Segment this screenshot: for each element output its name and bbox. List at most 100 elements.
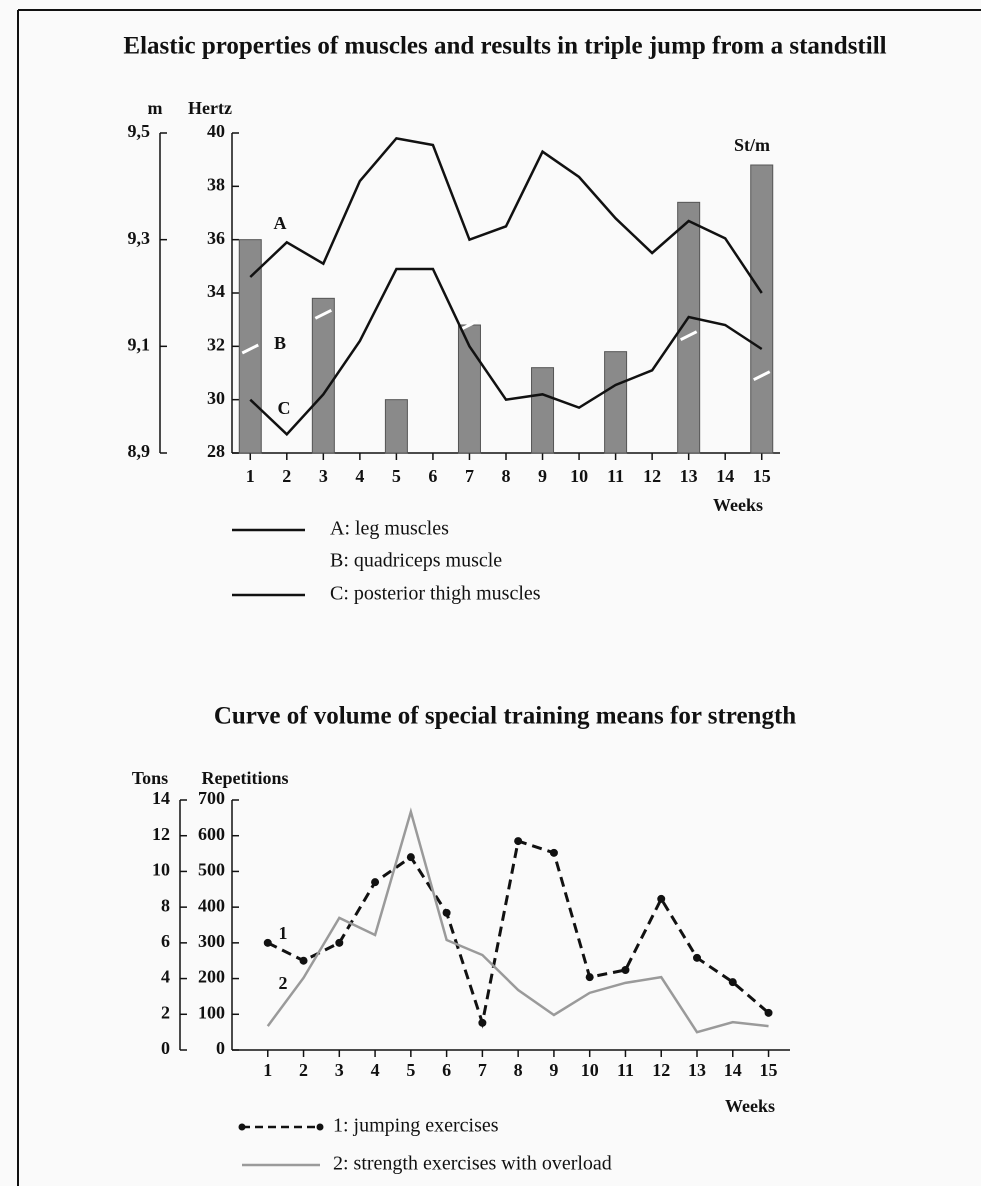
x-tick-label: 6 <box>442 1060 451 1080</box>
legend-label: B: quadriceps muscle <box>330 550 502 572</box>
y-tick-label: 700 <box>198 788 225 808</box>
y-tick-label: 30 <box>207 388 225 408</box>
y-tick-label: 38 <box>207 174 225 194</box>
point <box>314 308 333 320</box>
legend-marker <box>316 1123 324 1131</box>
x-tick-label: 7 <box>478 1060 487 1080</box>
annotation: 1 <box>279 923 288 943</box>
x-axis-title: Weeks <box>713 495 763 515</box>
annotation: St/m <box>734 135 770 155</box>
line <box>249 267 763 437</box>
x-tick-label: 2 <box>299 1060 308 1080</box>
line <box>249 136 763 294</box>
legend-label: 2: strength exercises with overload <box>333 1153 612 1175</box>
marker <box>335 938 344 947</box>
y-tick-label: 600 <box>198 824 225 844</box>
x-tick-label: 8 <box>502 466 511 486</box>
x-axis-title: Weeks <box>725 1096 775 1116</box>
bar <box>384 399 408 454</box>
x-tick-label: 5 <box>406 1060 415 1080</box>
annotation: C <box>278 398 291 418</box>
marker <box>299 956 308 965</box>
x-tick-label: 11 <box>617 1060 634 1080</box>
y-tick-label: 36 <box>207 228 225 248</box>
bar <box>531 367 555 454</box>
y-tick-label: 40 <box>207 121 225 141</box>
bar <box>311 297 335 454</box>
annotation: B <box>274 333 286 353</box>
y2-axis-title: m <box>148 98 163 118</box>
y2-tick-label: 9,1 <box>128 334 151 354</box>
bar <box>238 239 262 454</box>
annotation: A <box>274 213 287 233</box>
y-tick-label: 200 <box>198 967 225 987</box>
marker <box>693 953 701 962</box>
bar <box>604 351 628 454</box>
y2-tick-label: 6 <box>161 931 170 951</box>
marker <box>406 853 415 862</box>
x-tick-label: 12 <box>643 466 661 486</box>
x-tick-label: 4 <box>355 466 364 486</box>
marker <box>478 1018 487 1027</box>
x-tick-label: 9 <box>538 466 547 486</box>
legend-label: C: posterior thigh muscles <box>330 583 541 605</box>
y2-tick-label: 8 <box>161 895 170 915</box>
chart-title: Elastic properties of muscles and result… <box>123 33 886 60</box>
x-tick-label: 15 <box>760 1060 778 1080</box>
y-axis-title: Repetitions <box>202 768 289 788</box>
x-tick-label: 3 <box>335 1060 344 1080</box>
y-tick-label: 400 <box>198 895 225 915</box>
y-tick-label: 100 <box>198 1002 225 1022</box>
marker <box>621 966 630 974</box>
x-tick-label: 9 <box>549 1060 558 1080</box>
legend-label: A: leg muscles <box>330 518 449 540</box>
x-tick-label: 5 <box>392 466 401 486</box>
point <box>241 343 259 355</box>
y-tick-label: 500 <box>198 860 225 880</box>
x-tick-label: 13 <box>680 466 698 486</box>
marker <box>442 908 451 917</box>
marker <box>585 973 594 982</box>
x-tick-label: 10 <box>570 466 588 486</box>
y2-tick-label: 4 <box>161 967 170 987</box>
point <box>753 370 771 382</box>
y-tick-label: 0 <box>216 1038 225 1058</box>
marker <box>728 978 737 987</box>
y-tick-label: 300 <box>198 931 225 951</box>
y-tick-label: 28 <box>207 441 225 461</box>
y2-tick-label: 12 <box>152 824 170 844</box>
legend-label: 1: jumping exercises <box>333 1115 499 1137</box>
y2-tick-label: 9,5 <box>128 121 151 141</box>
x-tick-label: 11 <box>607 466 624 486</box>
y2-tick-label: 8,9 <box>128 441 151 461</box>
x-tick-label: 12 <box>652 1060 670 1080</box>
bar <box>750 164 774 454</box>
y2-axis-title: Tons <box>132 768 168 788</box>
x-tick-label: 14 <box>716 466 734 486</box>
x-tick-label: 14 <box>724 1060 742 1080</box>
line <box>266 807 769 1034</box>
y-tick-label: 32 <box>207 334 225 354</box>
y2-tick-label: 9,3 <box>128 228 151 248</box>
bar <box>677 201 701 454</box>
line <box>267 839 770 1029</box>
y2-tick-label: 10 <box>152 860 170 880</box>
x-tick-label: 1 <box>246 466 255 486</box>
x-tick-label: 3 <box>319 466 328 486</box>
x-tick-label: 1 <box>263 1060 272 1080</box>
marker <box>514 837 523 846</box>
marker <box>657 894 666 903</box>
annotation: 2 <box>279 973 288 993</box>
y2-tick-label: 0 <box>161 1038 170 1058</box>
y-axis-title: Hertz <box>188 98 232 118</box>
x-tick-label: 7 <box>465 466 474 486</box>
x-tick-label: 8 <box>514 1060 523 1080</box>
x-tick-label: 13 <box>688 1060 706 1080</box>
x-tick-label: 6 <box>428 466 437 486</box>
y-tick-label: 34 <box>207 281 225 301</box>
x-tick-label: 4 <box>371 1060 380 1080</box>
marker <box>549 848 558 857</box>
chart-title: Curve of volume of special training mean… <box>214 703 796 730</box>
